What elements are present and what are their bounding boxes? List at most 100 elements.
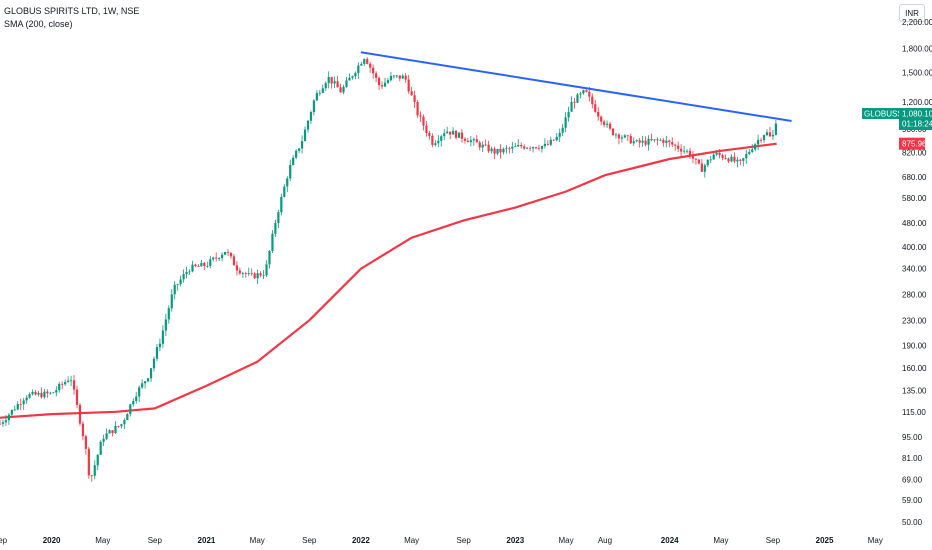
candle-body: [99, 441, 102, 455]
candle-body: [520, 144, 523, 147]
candle-body: [484, 144, 487, 146]
candle-body: [383, 82, 387, 87]
x-tick-label: Sep: [302, 536, 317, 545]
candle-body: [694, 158, 698, 160]
candle-body: [146, 378, 150, 382]
x-tick-label: 2023: [506, 536, 524, 545]
candle-body: [164, 319, 167, 331]
candle-body: [594, 104, 597, 112]
candle-body: [576, 94, 579, 103]
candle-body: [457, 132, 461, 138]
y-tick-label: 680.00: [902, 173, 927, 182]
candle-body: [37, 392, 40, 395]
candle-body: [295, 150, 298, 158]
candle-body: [567, 111, 570, 118]
candle-body: [528, 147, 532, 149]
candle-body: [369, 63, 372, 68]
candle-body: [555, 136, 558, 141]
candle-body: [265, 264, 268, 276]
candle-body: [144, 381, 147, 384]
candle-body: [188, 271, 191, 273]
candle-body: [108, 430, 111, 434]
y-tick-label: 230.00: [902, 316, 927, 325]
candle-body: [496, 148, 499, 154]
x-tick-label: May: [713, 536, 728, 545]
y-tick-label: 135.00: [902, 387, 927, 396]
candle-body: [386, 80, 390, 83]
sma-value-label: 875.96: [902, 140, 927, 149]
candle-body: [102, 438, 105, 442]
candle-body: [135, 396, 138, 402]
candle-body: [354, 73, 357, 77]
candle-body: [650, 138, 653, 141]
y-tick-label: 400.00: [902, 243, 927, 252]
candle-body: [428, 132, 431, 136]
candle-body: [31, 391, 34, 395]
candle-body: [182, 274, 185, 280]
trend-line[interactable]: [360, 51, 792, 122]
candle-body: [688, 150, 692, 157]
candle-body: [7, 414, 10, 421]
candle-body: [191, 264, 194, 272]
last-price-badge: [899, 108, 932, 131]
candle-body: [149, 368, 153, 379]
candle-body: [315, 93, 318, 101]
x-tick-label: May: [250, 536, 265, 545]
candle-body: [232, 256, 236, 266]
candle-body: [605, 123, 609, 125]
candle-body: [614, 134, 618, 136]
candle-body: [561, 127, 564, 133]
candle-body: [247, 273, 250, 274]
candle-body: [768, 132, 772, 137]
candle-body: [623, 135, 626, 138]
candle-body: [706, 159, 709, 166]
candle-body: [677, 145, 680, 149]
candle-body: [330, 76, 333, 84]
candle-body: [685, 150, 689, 152]
candle-body: [58, 383, 61, 391]
candle-body: [215, 257, 218, 259]
x-tick-label: 2022: [352, 536, 370, 545]
candle-body: [374, 73, 378, 78]
candle-body: [739, 159, 742, 161]
candle-body: [534, 147, 538, 149]
candle-body: [309, 111, 313, 121]
candle-body: [558, 132, 561, 137]
x-tick-label: May: [558, 536, 573, 545]
candle-body: [13, 409, 16, 411]
candle-body: [167, 308, 170, 320]
candle-body: [200, 262, 203, 267]
candle-body: [523, 146, 526, 149]
candle-body: [493, 148, 496, 154]
candle-body: [668, 140, 671, 143]
candle-body: [357, 65, 360, 74]
candle-body: [410, 91, 413, 96]
candle-body: [540, 146, 544, 149]
candle-body: [754, 144, 757, 150]
candle-body: [380, 85, 384, 87]
candle-body: [742, 158, 745, 161]
candle-body: [389, 75, 393, 81]
candle-body: [173, 284, 176, 295]
candle-body: [437, 140, 440, 144]
candle-body: [463, 138, 467, 141]
candle-body: [132, 401, 135, 405]
y-tick-label: 1,800.00: [902, 45, 932, 54]
candle-body: [123, 419, 126, 425]
currency-button[interactable]: INR: [899, 4, 925, 22]
sma-value-badge: [899, 137, 925, 150]
candle-body: [120, 424, 123, 427]
candle-body: [221, 254, 224, 259]
candle-body: [721, 155, 724, 158]
x-tick-label: 2025: [816, 536, 834, 545]
candle-body: [339, 87, 342, 93]
candle-body: [434, 143, 437, 145]
y-tick-label: 69.00: [902, 475, 923, 484]
candle-body: [312, 100, 316, 112]
candle-body: [235, 265, 239, 271]
candle-body: [407, 79, 410, 92]
candle-body: [93, 465, 96, 476]
candle-body: [653, 139, 656, 141]
candle-body: [4, 420, 8, 423]
